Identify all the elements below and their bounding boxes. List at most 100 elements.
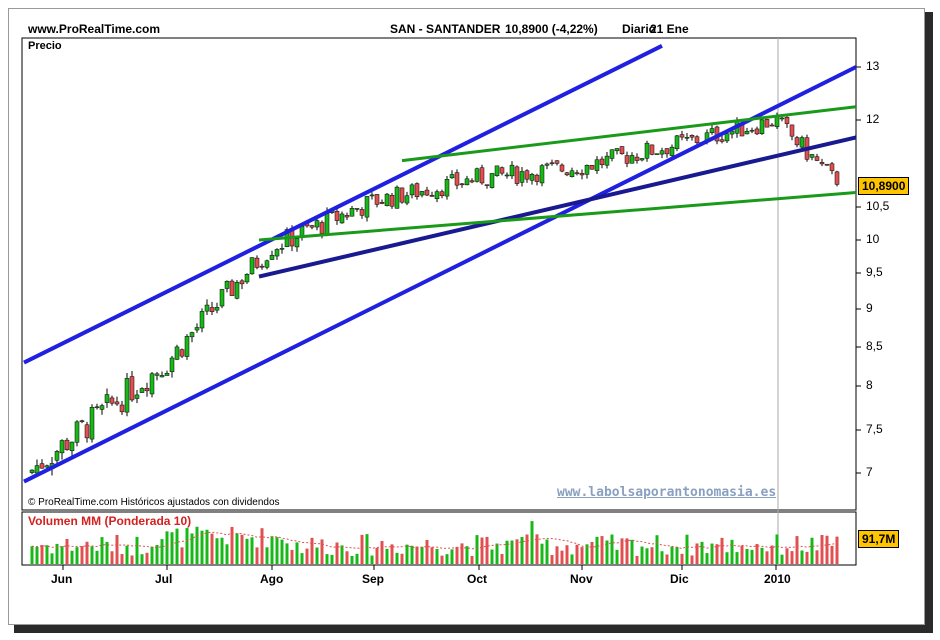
volume-bar: [555, 546, 559, 564]
volume-bar: [670, 546, 674, 564]
candle: [179, 348, 185, 359]
volume-bar: [110, 551, 114, 564]
candle: [679, 130, 685, 141]
candle: [354, 208, 360, 212]
volume-bar: [435, 548, 439, 564]
candle: [364, 196, 370, 222]
y-tick-label: 9,5: [866, 265, 883, 279]
y-tick-label: 10,5: [866, 199, 890, 213]
candle: [164, 370, 170, 376]
volume-bar: [235, 533, 239, 564]
volume-badge: 91,7M: [858, 530, 900, 548]
volume-bar: [240, 534, 244, 564]
x-tick-label: Jul: [155, 572, 173, 586]
candle: [109, 395, 115, 406]
candle: [549, 159, 555, 166]
candle: [104, 388, 110, 408]
trendline-blue: [23, 65, 857, 484]
volume-bar: [545, 539, 549, 564]
watermark-link[interactable]: www.labolsaporantonomasia.es: [557, 485, 777, 500]
volume-bar: [220, 537, 224, 564]
candle: [59, 439, 65, 460]
candle: [834, 170, 840, 187]
candle: [279, 243, 285, 254]
candle: [564, 171, 570, 177]
candle: [134, 390, 140, 404]
candle: [664, 148, 670, 158]
period-label: Diario: [622, 22, 657, 36]
candle: [259, 263, 265, 270]
volume-bar: [150, 546, 154, 564]
volume-average-line: [31, 531, 838, 550]
candle: [649, 144, 655, 156]
candle: [719, 135, 725, 144]
volume-bar: [490, 549, 494, 564]
candle: [424, 186, 430, 197]
volume-bar: [445, 554, 449, 564]
volume-bar: [650, 547, 654, 564]
candle: [139, 387, 145, 393]
candle: [754, 126, 760, 136]
candle: [204, 299, 210, 315]
volume-bar: [65, 538, 69, 564]
volume-bar: [45, 545, 49, 564]
trendline-green: [401, 105, 857, 163]
candle: [184, 334, 190, 360]
candle: [599, 156, 605, 169]
volume-bar: [285, 543, 289, 564]
volume-bar: [35, 546, 39, 564]
volume-bar: [735, 552, 739, 564]
volume-bar: [245, 538, 249, 564]
volume-bar: [230, 526, 234, 564]
volume-bar: [400, 553, 404, 564]
candle: [464, 175, 470, 186]
volume-bar: [30, 546, 34, 564]
candle: [634, 153, 640, 164]
volume-bar: [155, 544, 159, 564]
candle: [199, 308, 205, 333]
price-change: 10,8900 (-4,22%): [505, 22, 598, 36]
candle: [194, 323, 200, 333]
volume-bar: [135, 536, 139, 564]
volume-bar: [745, 549, 749, 564]
volume-bar: [180, 547, 184, 564]
volume-bar: [575, 544, 579, 564]
volume-bar: [440, 555, 444, 564]
volume-bar: [385, 548, 389, 564]
candle: [314, 217, 320, 231]
volume-bar: [455, 546, 459, 564]
candle: [439, 189, 445, 199]
candle: [454, 169, 460, 190]
candle: [234, 279, 240, 300]
candle: [609, 149, 615, 162]
candle: [809, 154, 815, 161]
candle: [359, 207, 365, 219]
candle: [769, 122, 775, 127]
volume-bar: [315, 547, 319, 564]
volume-bar: [40, 545, 44, 564]
volume-bar: [50, 553, 54, 564]
volume-bar: [425, 539, 429, 564]
candle: [384, 192, 390, 207]
volume-bar: [325, 554, 329, 564]
volume-bar: [685, 534, 689, 564]
volume-bar: [255, 547, 259, 564]
y-tick-label: 7,5: [866, 422, 883, 436]
candle: [129, 370, 135, 402]
volume-bar: [145, 552, 149, 564]
volume-bar: [305, 548, 309, 564]
volume-bar: [725, 552, 729, 564]
candle: [644, 140, 650, 162]
candle: [444, 176, 450, 200]
y-tick-label: 8,5: [866, 339, 883, 353]
candle: [404, 191, 410, 206]
volume-bar: [205, 529, 209, 564]
volume-bar: [360, 534, 364, 564]
instrument-name: SAN - SANTANDER: [390, 22, 501, 36]
volume-bar: [500, 553, 504, 564]
volume-bar: [310, 537, 314, 564]
volume-bar: [465, 546, 469, 564]
volume-bar: [785, 548, 789, 564]
volume-bar: [700, 541, 704, 564]
